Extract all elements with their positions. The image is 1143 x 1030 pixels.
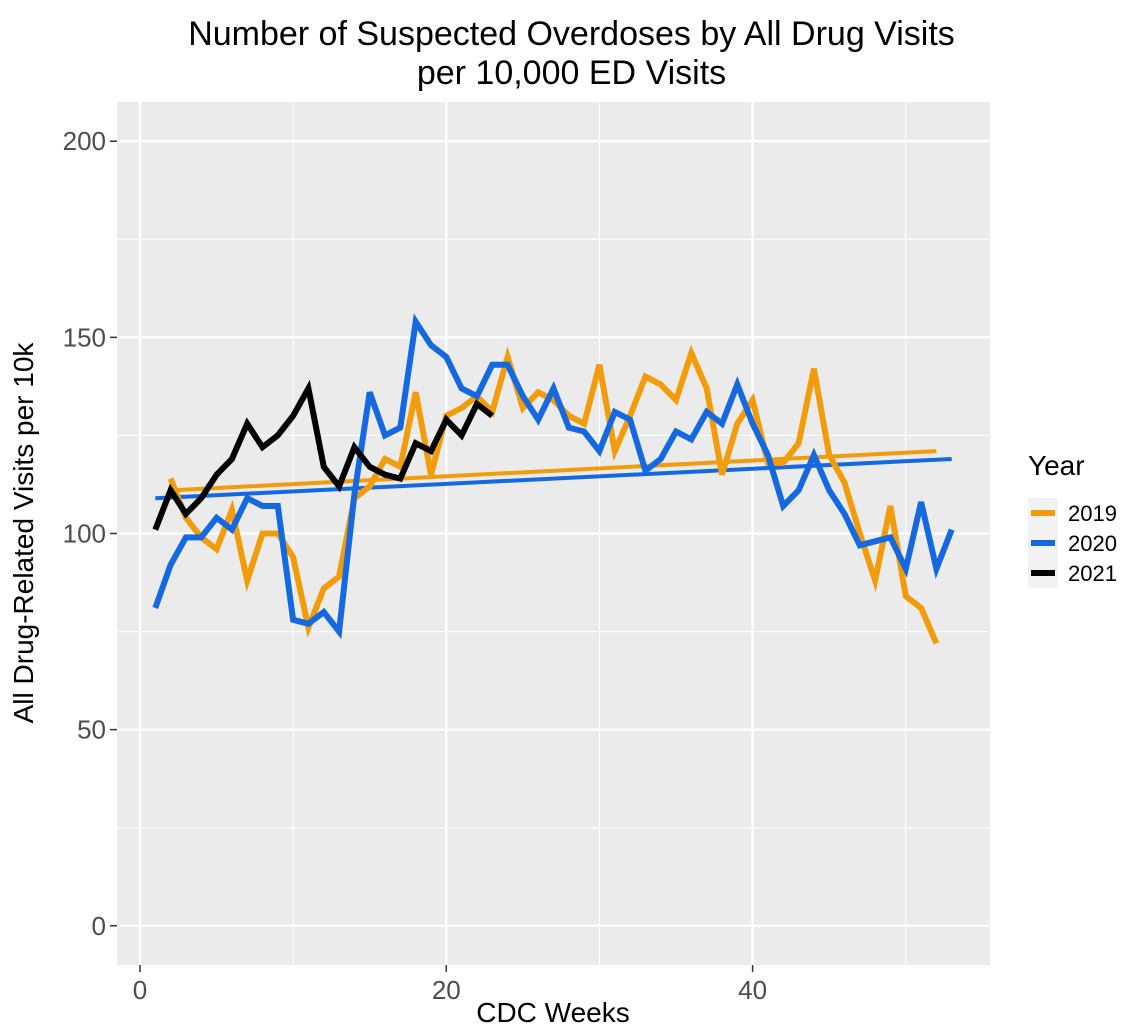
- trend-line-2019: [170, 449, 937, 493]
- chart-subtitle: per 10,000 ED Visits: [416, 54, 727, 92]
- series-lines: [152, 313, 955, 645]
- series-line-2020: [152, 313, 955, 640]
- y-tick-label: 0: [92, 911, 106, 941]
- series-line-2019: [167, 344, 940, 645]
- x-tick-label: 40: [738, 975, 767, 1005]
- chart-title: Number of Suspected Overdoses by All Dru…: [188, 15, 955, 53]
- legend: Year 2019 2020 2021: [1028, 450, 1117, 588]
- x-tick-label: 20: [432, 975, 461, 1005]
- legend-label-2020: 2020: [1068, 531, 1117, 556]
- y-axis: 0 50 100 150 200: [63, 126, 117, 941]
- legend-title: Year: [1028, 450, 1085, 481]
- y-tick-label: 200: [63, 126, 106, 156]
- y-axis-title: All Drug-Related Visits per 10k: [8, 342, 39, 724]
- x-axis: 0 20 40: [133, 965, 767, 1005]
- y-tick-label: 150: [63, 322, 106, 352]
- y-tick-label: 100: [63, 519, 106, 549]
- y-tick-label: 50: [77, 715, 106, 745]
- legend-label-2019: 2019: [1068, 501, 1117, 526]
- legend-label-2021: 2021: [1068, 561, 1117, 586]
- series-line-2021: [152, 379, 495, 531]
- x-axis-title: CDC Weeks: [476, 997, 630, 1028]
- x-tick-label: 0: [133, 975, 147, 1005]
